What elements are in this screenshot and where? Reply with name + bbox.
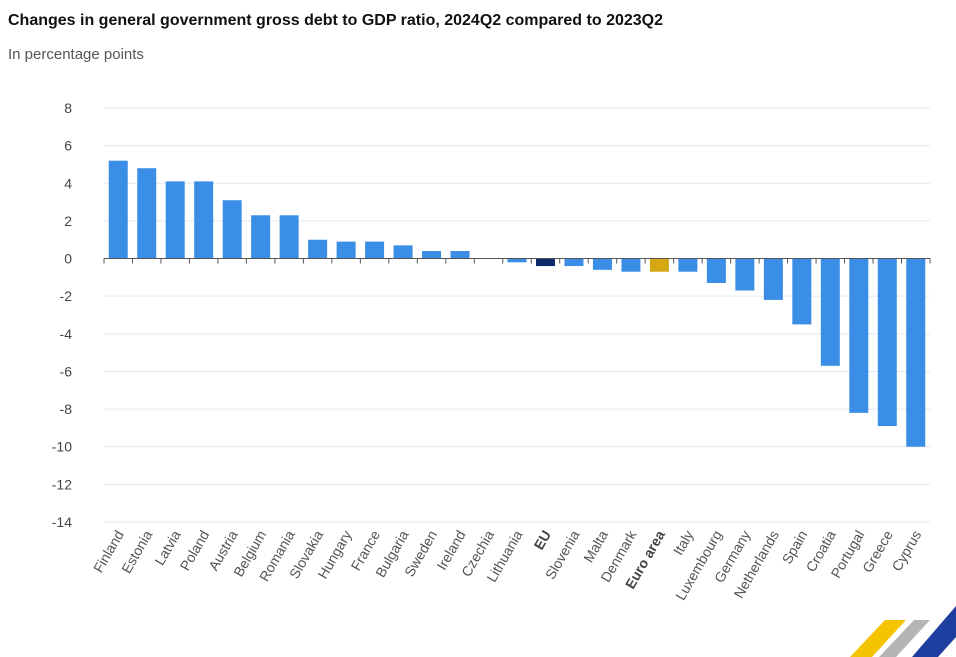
y-tick-label: -10 [52, 439, 72, 455]
x-axis-labels: FinlandEstoniaLatviaPolandAustriaBelgium… [90, 527, 924, 603]
bar-croatia [820, 258, 840, 366]
y-axis-ticks: 8 6 4 2 0 -2 -4 -6 -8 -10 -12 -14 [52, 100, 72, 530]
bar-latvia [165, 181, 185, 259]
eurostat-logo [850, 606, 956, 657]
y-tick-label: 0 [64, 251, 72, 267]
bar-portugal [849, 258, 869, 413]
bar-cyprus [906, 258, 926, 447]
bar-denmark [621, 258, 641, 272]
x-tick-label: EU [530, 528, 554, 553]
chart-subtitle: In percentage points [8, 46, 144, 63]
bar-germany [735, 258, 755, 291]
chart-title: Changes in general government gross debt… [8, 12, 664, 29]
bar-spain [792, 258, 812, 325]
bar-finland [108, 160, 128, 259]
bars [108, 160, 926, 447]
bar-euro-area [649, 258, 669, 272]
y-tick-label: -14 [52, 514, 72, 530]
bar-eu [535, 258, 555, 267]
bar-sweden [422, 251, 442, 259]
bar-austria [222, 200, 242, 259]
bar-romania [279, 215, 299, 259]
y-tick-label: 6 [64, 138, 72, 154]
y-tick-label: 2 [64, 213, 72, 229]
y-tick-label: -4 [60, 326, 73, 342]
bar-greece [877, 258, 897, 427]
bar-bulgaria [393, 245, 413, 259]
zero-axis [103, 258, 931, 264]
bar-netherlands [763, 258, 783, 300]
bar-lithuania [507, 258, 527, 263]
bar-france [365, 241, 385, 259]
y-tick-label: -2 [60, 288, 73, 304]
bar-italy [678, 258, 698, 272]
y-tick-label: -12 [52, 476, 72, 492]
bar-slovenia [564, 258, 584, 267]
bar-poland [194, 181, 214, 259]
bar-estonia [137, 168, 157, 259]
bar-luxembourg [706, 258, 726, 284]
bar-belgium [251, 215, 271, 259]
bar-hungary [336, 241, 356, 259]
bar-malta [592, 258, 612, 270]
y-tick-label: 4 [64, 175, 72, 191]
y-tick-label: -6 [60, 363, 73, 379]
x-tick-label: Italy [670, 528, 697, 558]
y-tick-label: 8 [64, 100, 72, 116]
grid-lines [104, 107, 930, 523]
y-tick-label: -8 [60, 401, 73, 417]
bar-slovakia [308, 239, 328, 259]
bar-ireland [450, 251, 470, 259]
